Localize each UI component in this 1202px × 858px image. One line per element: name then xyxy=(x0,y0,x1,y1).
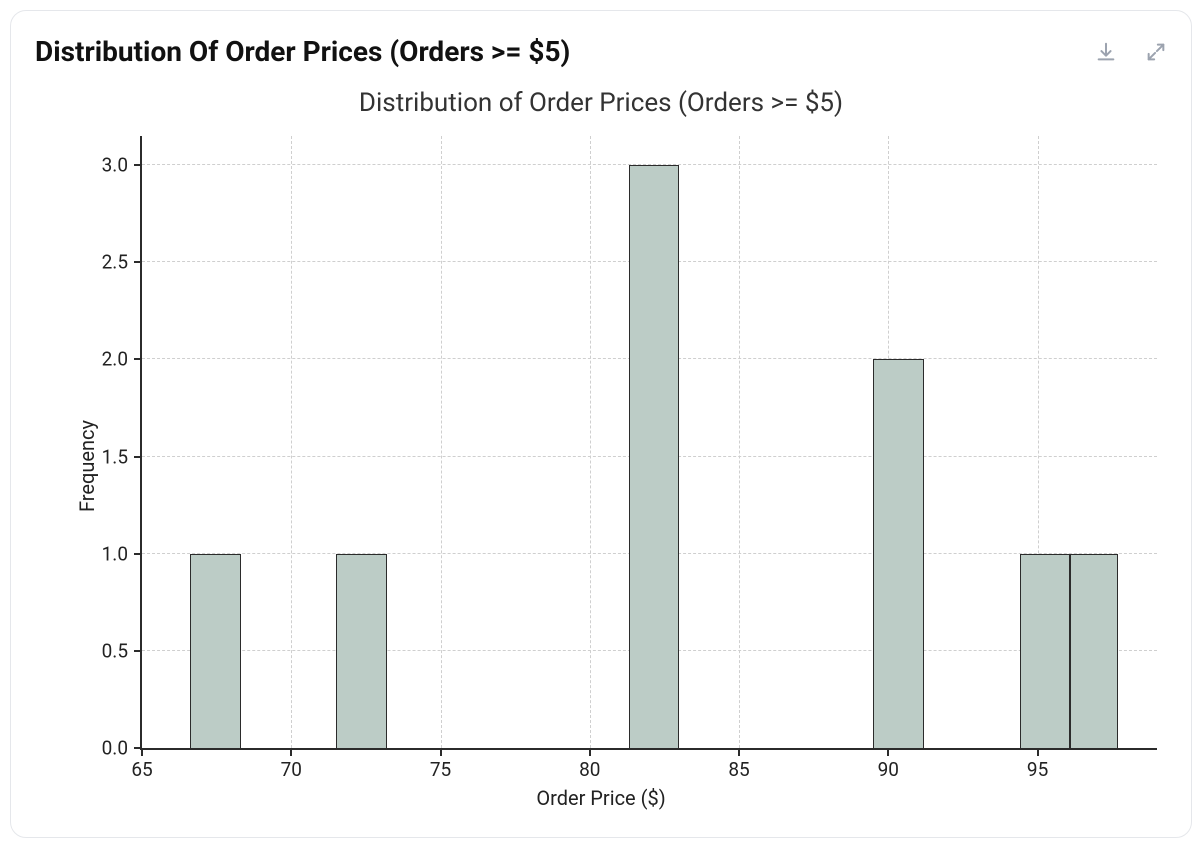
x-tick xyxy=(141,748,143,756)
y-tick-label: 3.0 xyxy=(102,154,128,177)
y-tick xyxy=(134,456,142,458)
plot-area: 0.00.51.01.52.02.53.065707580859095 xyxy=(140,136,1157,750)
gridline-vertical xyxy=(739,136,740,748)
card-title: Distribution Of Order Prices (Orders >= … xyxy=(35,35,570,68)
x-tick-label: 65 xyxy=(131,758,152,781)
x-tick-label: 85 xyxy=(728,758,749,781)
gridline-vertical xyxy=(441,136,442,748)
y-tick-label: 1.0 xyxy=(102,542,128,565)
y-tick-label: 0.5 xyxy=(102,639,128,662)
y-tick xyxy=(134,553,142,555)
x-tick xyxy=(440,748,442,756)
histogram-bar xyxy=(336,554,387,748)
x-tick xyxy=(1037,748,1039,756)
histogram-bar xyxy=(1020,554,1071,748)
x-tick xyxy=(887,748,889,756)
chart-container: Distribution of Order Prices (Orders >= … xyxy=(35,88,1167,808)
y-tick-label: 2.0 xyxy=(102,348,128,371)
histogram-bar xyxy=(1070,554,1118,748)
download-icon[interactable] xyxy=(1095,41,1117,63)
y-axis-label: Frequency xyxy=(75,420,99,512)
histogram-bar xyxy=(629,165,680,748)
x-tick xyxy=(738,748,740,756)
y-tick xyxy=(134,650,142,652)
y-tick xyxy=(134,261,142,263)
x-tick-label: 80 xyxy=(579,758,600,781)
x-axis-label: Order Price ($) xyxy=(536,786,665,810)
gridline-vertical xyxy=(291,136,292,748)
chart-title: Distribution of Order Prices (Orders >= … xyxy=(35,88,1167,118)
x-tick-label: 70 xyxy=(281,758,302,781)
histogram-bar xyxy=(190,554,241,748)
card-header: Distribution Of Order Prices (Orders >= … xyxy=(35,35,1167,68)
expand-icon[interactable] xyxy=(1145,41,1167,63)
card-actions xyxy=(1095,41,1167,63)
x-tick-label: 90 xyxy=(878,758,899,781)
x-tick xyxy=(290,748,292,756)
y-tick xyxy=(134,358,142,360)
gridline-vertical xyxy=(590,136,591,748)
x-tick-label: 75 xyxy=(430,758,451,781)
x-tick-label: 95 xyxy=(1027,758,1048,781)
plot-outer: Frequency Order Price ($) 0.00.51.01.52.… xyxy=(35,126,1167,806)
y-tick-label: 0.0 xyxy=(102,737,128,760)
y-tick-label: 1.5 xyxy=(102,445,128,468)
chart-card: Distribution Of Order Prices (Orders >= … xyxy=(10,10,1192,838)
x-tick xyxy=(589,748,591,756)
histogram-bar xyxy=(873,359,924,748)
y-tick xyxy=(134,164,142,166)
y-tick-label: 2.5 xyxy=(102,251,128,274)
